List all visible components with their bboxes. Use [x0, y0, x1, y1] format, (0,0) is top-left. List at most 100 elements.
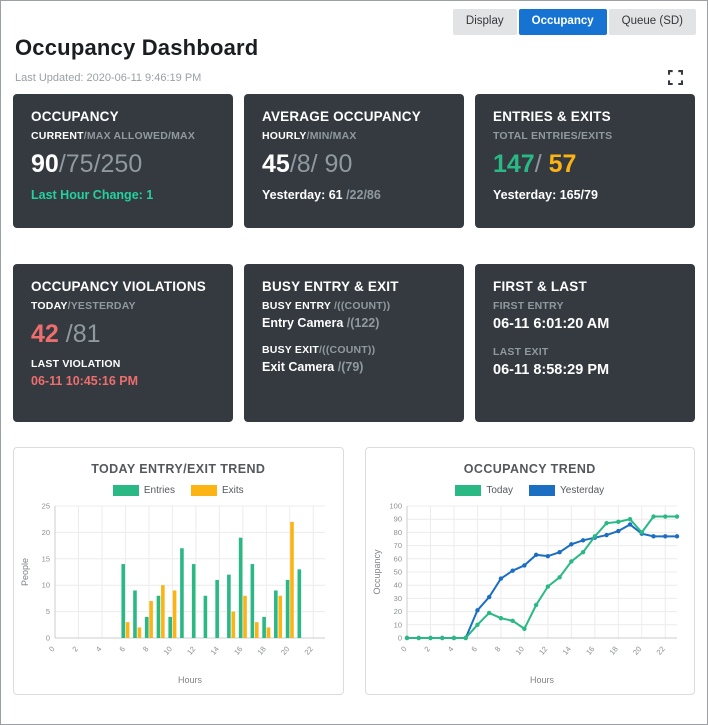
charts-row: TODAY ENTRY/EXIT TREND Entries Exits 0 5 10… [13, 447, 695, 695]
svg-text:6: 6 [118, 645, 128, 654]
last-violation-time: 06-11 10:45:16 PM [31, 373, 139, 388]
legend-item-today: Today [455, 485, 513, 496]
card-first-last: FIRST & LAST FIRST ENTRY 06-11 6:01:20 A… [475, 264, 695, 422]
svg-text:22: 22 [303, 645, 315, 657]
svg-text:60: 60 [393, 554, 401, 563]
last-updated-text: Last Updated: 2020-06-11 9:46:19 PM [15, 71, 202, 84]
tab-queue-sd[interactable]: Queue (SD) [608, 9, 696, 35]
entry-exit-trend-legend: Entries Exits [18, 485, 339, 496]
svg-text:8: 8 [493, 645, 503, 654]
violations-value: 42 /81 [31, 320, 101, 348]
busy-exit-label: BUSY EXIT/((COUNT)) [262, 344, 376, 356]
svg-text:4: 4 [446, 645, 456, 654]
first-entry-label: FIRST ENTRY [493, 300, 564, 312]
last-violation-label: LAST VIOLATION [31, 357, 121, 370]
svg-text:2: 2 [422, 645, 432, 654]
card-average-title: AVERAGE OCCUPANCY [262, 109, 421, 124]
last-hour-change: Last Hour Change: 1 [31, 187, 154, 202]
svg-text:Occupancy: Occupancy [372, 549, 382, 595]
svg-text:8: 8 [141, 645, 151, 654]
card-entries-subtitle: TOTAL ENTRIES/EXITS [493, 130, 613, 142]
legend-swatch [190, 485, 217, 496]
svg-text:0: 0 [46, 634, 50, 643]
view-tab-group: Display Occupancy Queue (SD) [452, 9, 696, 35]
svg-text:20: 20 [393, 607, 401, 616]
svg-text:100: 100 [389, 502, 402, 511]
card-first-last-title: FIRST & LAST [493, 279, 587, 294]
svg-text:80: 80 [393, 528, 401, 537]
card-entries-title: ENTRIES & EXITS [493, 109, 611, 124]
card-busy-entry-exit: BUSY ENTRY & EXIT BUSY ENTRY /((COUNT)) … [244, 264, 464, 422]
svg-text:18: 18 [256, 645, 268, 657]
legend-item-yesterday: Yesterday [529, 485, 604, 496]
svg-text:16: 16 [232, 645, 244, 657]
occupancy-current-value: 90/75/250 [31, 150, 143, 178]
card-occupancy-violations: OCCUPANCY VIOLATIONS TODAY/YESTERDAY 42 … [13, 264, 233, 422]
svg-text:10: 10 [513, 645, 525, 657]
svg-text:2: 2 [71, 645, 81, 654]
entries-yesterday-value: Yesterday: 165/79 [493, 187, 598, 202]
svg-text:50: 50 [393, 568, 401, 577]
svg-text:90: 90 [393, 515, 401, 524]
page-title: Occupancy Dashboard [15, 35, 259, 60]
svg-text:10: 10 [42, 581, 50, 590]
svg-text:30: 30 [393, 594, 401, 603]
svg-text:14: 14 [209, 645, 221, 657]
fullscreen-icon[interactable] [668, 70, 683, 85]
card-violations-title: OCCUPANCY VIOLATIONS [31, 279, 207, 294]
svg-text:10: 10 [162, 645, 174, 657]
meta-row: Last Updated: 2020-06-11 9:46:19 PM [15, 70, 693, 85]
svg-text:20: 20 [631, 645, 643, 657]
busy-entry-label: BUSY ENTRY /((COUNT)) [262, 300, 391, 312]
first-entry-time: 06-11 6:01:20 AM [493, 316, 610, 332]
entry-exit-trend-chart: 0 5 10 15 20 25 0 2 4 6 8 10 12 14 16 18 20 22 Hours People [20, 502, 326, 685]
svg-text:15: 15 [42, 554, 50, 563]
stat-cards-grid: OCCUPANCY CURRENT/MAX ALLOWED/MAX 90/75/… [13, 94, 695, 422]
occupancy-trend-legend: Today Yesterday [370, 485, 691, 496]
entry-exit-trend-title: TODAY ENTRY/EXIT TREND [91, 462, 266, 476]
busy-entry-value: Entry Camera /(122) [262, 316, 380, 330]
legend-item-exits: Exits [190, 485, 244, 496]
card-occupancy: OCCUPANCY CURRENT/MAX ALLOWED/MAX 90/75/… [13, 94, 233, 228]
svg-text:0: 0 [47, 645, 57, 654]
svg-text:4: 4 [94, 645, 104, 654]
card-entries-exits: ENTRIES & EXITS TOTAL ENTRIES/EXITS 147/… [475, 94, 695, 228]
svg-text:22: 22 [654, 645, 666, 657]
tab-display[interactable]: Display [452, 9, 517, 35]
svg-text:0: 0 [399, 645, 409, 654]
legend-swatch [455, 485, 482, 496]
tab-occupancy[interactable]: Occupancy [518, 9, 607, 35]
legend-item-entries: Entries [112, 485, 175, 496]
svg-text:Hours: Hours [530, 675, 555, 685]
entries-count: 147 [493, 150, 535, 178]
occupancy-trend-chart-card: OCCUPANCY TREND Today Yesterday 0 10 20 30 40… [364, 447, 695, 695]
average-hourly-value: 45/8/ 90 [262, 150, 353, 178]
svg-text:6: 6 [469, 645, 479, 654]
svg-text:20: 20 [42, 528, 50, 537]
svg-text:0: 0 [398, 634, 402, 643]
card-occupancy-title: OCCUPANCY [31, 109, 119, 124]
svg-text:18: 18 [607, 645, 619, 657]
card-average-subtitle: HOURLY/MIN/MAX [262, 130, 357, 142]
svg-text:12: 12 [537, 645, 549, 657]
legend-swatch [529, 485, 556, 496]
card-busy-title: BUSY ENTRY & EXIT [262, 279, 399, 294]
svg-text:Hours: Hours [178, 675, 203, 685]
card-average-occupancy: AVERAGE OCCUPANCY HOURLY/MIN/MAX 45/8/ 9… [244, 94, 464, 228]
entry-exit-trend-chart-card: TODAY ENTRY/EXIT TREND Entries Exits 0 5 10… [13, 447, 344, 695]
occupancy-trend-title: OCCUPANCY TREND [463, 462, 596, 476]
svg-text:5: 5 [46, 607, 50, 616]
svg-text:40: 40 [393, 581, 401, 590]
average-yesterday-value: Yesterday: 61 /22/86 [262, 187, 381, 202]
last-exit-time: 06-11 8:58:29 PM [493, 362, 610, 378]
svg-text:10: 10 [393, 620, 401, 629]
svg-text:70: 70 [393, 541, 401, 550]
busy-exit-value: Exit Camera /(79) [262, 360, 364, 374]
card-occupancy-subtitle: CURRENT/MAX ALLOWED/MAX [31, 130, 196, 142]
svg-text:People: People [20, 558, 30, 586]
svg-text:16: 16 [584, 645, 596, 657]
occupancy-trend-chart: 0 10 20 30 40 50 60 70 80 90 100 0 2 4 6 8 10 12 14 16 18 20 2… [372, 502, 679, 685]
svg-text:25: 25 [42, 502, 50, 511]
last-exit-label: LAST EXIT [493, 346, 549, 358]
